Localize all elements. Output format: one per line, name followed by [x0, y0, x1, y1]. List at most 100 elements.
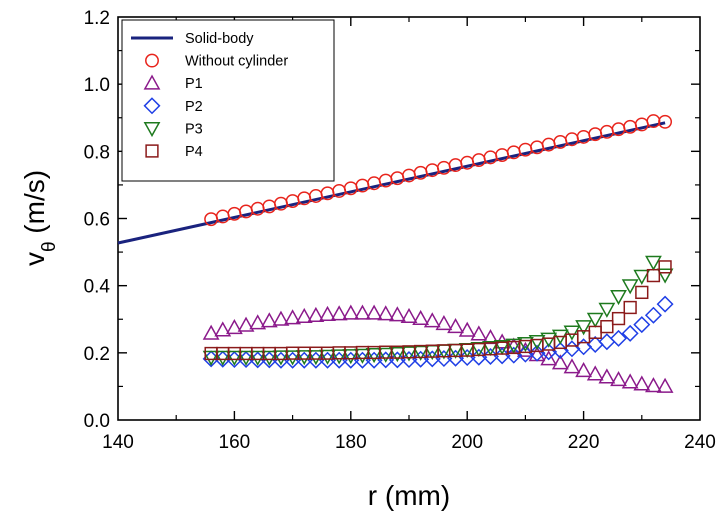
- data-point: [656, 268, 674, 284]
- data-point: [458, 349, 476, 367]
- data-point: [621, 373, 639, 389]
- data-point: [528, 334, 546, 351]
- data-point: [400, 307, 418, 324]
- data-point: [447, 317, 464, 334]
- data-point: [621, 324, 639, 342]
- legend-marker-swatch: [145, 53, 159, 68]
- data-point: [505, 338, 523, 354]
- data-point: [458, 321, 476, 337]
- data-point: [400, 346, 418, 362]
- x-tick-label: 240: [684, 432, 716, 453]
- marker-layer: [202, 114, 674, 393]
- data-point: [330, 349, 348, 365]
- data-point: [237, 351, 255, 369]
- data-point: [272, 310, 290, 326]
- data-point: [423, 312, 441, 328]
- data-point: [319, 351, 337, 369]
- x-tick-label: 140: [102, 432, 134, 453]
- legend-label: P1: [185, 76, 203, 92]
- data-point: [260, 350, 278, 366]
- data-point: [598, 368, 616, 384]
- data-point: [540, 350, 558, 366]
- y-axis-title: vθ (m/s): [19, 170, 60, 266]
- legend: Solid-body Without cylinder P1 P2 P3 P4: [121, 19, 335, 182]
- data-point: [249, 314, 267, 330]
- data-point: [214, 350, 232, 366]
- data-point: [482, 341, 499, 357]
- data-point: [365, 348, 383, 364]
- data-point: [365, 304, 383, 320]
- data-point: [633, 375, 651, 391]
- data-point: [330, 305, 348, 321]
- data-point: [237, 316, 255, 332]
- y-tick-label: 1.0: [84, 75, 110, 96]
- data-point: [435, 314, 453, 331]
- legend-label: Without cylinder: [185, 54, 288, 70]
- data-point: [260, 351, 278, 369]
- y-tick-label: 1.2: [84, 8, 110, 29]
- legend-marker-swatch: [143, 74, 161, 90]
- legend-label: P3: [185, 121, 203, 137]
- legend-item: P4: [145, 144, 203, 160]
- data-point: [610, 371, 627, 387]
- data-point: [635, 285, 649, 300]
- data-point: [470, 325, 488, 341]
- data-point: [658, 260, 672, 274]
- data-point: [284, 309, 302, 325]
- data-point: [225, 350, 243, 366]
- data-point: [412, 345, 430, 361]
- data-point: [600, 319, 614, 334]
- data-point: [516, 336, 534, 353]
- data-point: [575, 361, 593, 378]
- data-point: [237, 350, 255, 366]
- legend-marker-swatch: [145, 144, 159, 158]
- data-point: [633, 269, 651, 285]
- data-point: [342, 304, 360, 320]
- legend-label: Solid-body: [185, 31, 254, 47]
- x-tick-label: 200: [451, 432, 483, 453]
- data-point: [377, 305, 395, 321]
- data-point: [342, 351, 360, 369]
- legend-item: P1: [143, 74, 203, 92]
- data-point: [623, 300, 637, 315]
- data-point: [249, 350, 267, 366]
- data-point: [575, 320, 593, 336]
- data-point: [656, 377, 674, 393]
- data-point: [284, 351, 302, 369]
- x-axis-title: r (mm): [368, 480, 450, 511]
- y-tick-label: 0.0: [84, 411, 110, 432]
- data-point: [658, 114, 673, 129]
- data-point: [388, 306, 406, 322]
- data-point: [644, 306, 662, 324]
- legend-item: P3: [143, 121, 203, 137]
- y-tick-label: 0.2: [84, 344, 110, 365]
- data-point: [412, 309, 430, 326]
- x-tick-label: 160: [219, 432, 251, 453]
- data-point: [377, 347, 395, 363]
- data-point: [563, 325, 581, 341]
- legend-item: P2: [143, 97, 203, 115]
- legend-marker-swatch: [143, 97, 161, 115]
- data-point: [307, 351, 325, 369]
- data-point: [656, 295, 674, 313]
- data-point: [470, 342, 488, 358]
- data-point: [249, 351, 267, 369]
- data-point: [598, 302, 616, 318]
- data-point: [621, 279, 639, 295]
- data-point: [586, 312, 604, 328]
- tick-group: 140 160 180 200 220 240 0.0 0.2 0.4 0.6 0.8 1.0 1.2: [84, 8, 716, 453]
- data-point: [307, 306, 325, 323]
- legend-item: Without cylinder: [145, 53, 288, 70]
- data-point: [202, 350, 220, 366]
- data-point: [295, 307, 313, 324]
- data-point: [307, 350, 325, 366]
- data-point: [645, 255, 662, 271]
- data-point: [214, 321, 232, 337]
- legend-label: P2: [185, 99, 203, 115]
- data-point: [551, 354, 569, 370]
- data-point: [493, 339, 511, 356]
- data-point: [354, 304, 371, 320]
- data-point: [225, 318, 243, 335]
- data-point: [272, 350, 290, 366]
